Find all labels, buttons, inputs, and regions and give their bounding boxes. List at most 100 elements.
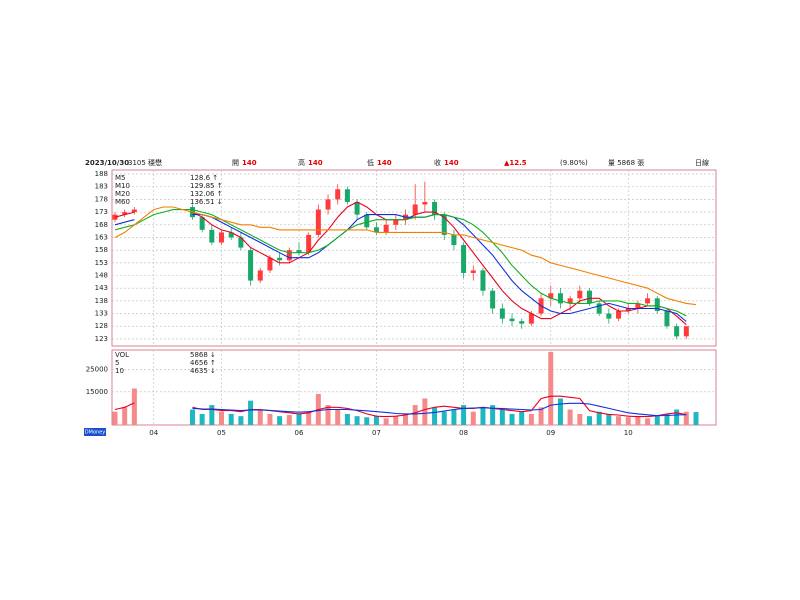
candle-body [654, 298, 660, 312]
candle-body [238, 237, 244, 248]
open: 140 [242, 159, 257, 167]
high-label: 高 [298, 158, 305, 167]
y-tick-label: 163 [95, 233, 108, 241]
x-tick-label: 06 [295, 429, 304, 437]
ma-line [114, 209, 687, 317]
y-tick-label: 138 [95, 297, 108, 305]
legend-value: 5868 ↓ [190, 351, 216, 359]
candle-body [422, 201, 428, 205]
y-tick-label: 178 [95, 195, 108, 203]
y-tick-label: 188 [95, 170, 108, 178]
volume-bar [248, 400, 254, 425]
header: 2023/10/30 3105 穩懋 開 140 高 140 低 140 收 1… [85, 158, 709, 167]
y-tick-label: 15000 [86, 388, 108, 396]
candle-body [441, 214, 447, 235]
candle-body [606, 313, 612, 319]
legend-name: 5 [115, 359, 119, 367]
volume-bar [499, 409, 505, 425]
x-tick-label: 04 [149, 429, 158, 437]
high: 140 [308, 159, 323, 167]
logo-box [84, 428, 106, 436]
volume-bar [412, 405, 418, 425]
candle-body [577, 290, 583, 299]
logo: DMoney [85, 430, 105, 436]
volume-bar [277, 416, 283, 425]
legend-name: M20 [115, 190, 130, 198]
legend-name: 10 [115, 367, 124, 375]
volume-bar [112, 411, 118, 425]
volume-bar [557, 398, 563, 425]
candle-body [635, 303, 641, 309]
legend-name: M5 [115, 174, 126, 182]
candle-body [131, 209, 137, 213]
candle-body [461, 245, 467, 273]
volume-bar [674, 409, 680, 425]
volume-bar [354, 416, 360, 425]
volume-bar [635, 416, 641, 425]
volume-bar [267, 413, 273, 425]
candle-body [674, 326, 680, 337]
y-tick-label: 183 [95, 183, 108, 191]
candle-body [567, 298, 573, 304]
low: 140 [377, 159, 392, 167]
candle-body [277, 257, 283, 261]
candle-body [557, 293, 563, 304]
volume-ma-line [192, 402, 687, 417]
candle-body [616, 311, 622, 319]
candle-body [490, 290, 496, 309]
candle-body [683, 326, 689, 337]
candle-body [451, 234, 457, 246]
low-label: 低 [367, 158, 374, 167]
candle-body [519, 321, 525, 324]
candle-body [596, 303, 602, 314]
candle-body [315, 209, 321, 235]
volume-bar [654, 416, 660, 425]
y-tick-label: 123 [95, 335, 108, 343]
volume-bar [296, 413, 302, 425]
legend-name: M10 [115, 182, 130, 190]
candle-body [122, 212, 128, 215]
volume-bar [567, 409, 573, 425]
legend-value: 4635 ↓ [190, 367, 216, 375]
volume-bar [257, 409, 263, 425]
candle-body [480, 270, 486, 291]
candle-body [296, 250, 302, 253]
candle-body [432, 201, 438, 215]
legend-name: VOL [115, 351, 129, 359]
volume-bar [586, 416, 592, 425]
volume-bar [538, 407, 544, 425]
volume-bar [509, 413, 515, 425]
y-tick-label: 173 [95, 208, 108, 216]
candle-body [412, 204, 418, 215]
x-tick-label: 08 [459, 429, 468, 437]
candle-body [364, 214, 370, 228]
x-tick-label: 09 [546, 429, 555, 437]
candle-body [645, 298, 651, 304]
volume-bar [422, 398, 428, 425]
volume-bar [122, 407, 128, 425]
volume-bar [344, 413, 350, 425]
volume-bar [364, 417, 370, 425]
volume-bar [577, 413, 583, 425]
legend-value: 129.85 ↑ [190, 182, 223, 190]
ma-line [114, 206, 697, 306]
candle-body [257, 270, 263, 281]
candle-body [625, 308, 631, 312]
candle-body [228, 232, 234, 238]
legend-value: 136.51 ↓ [190, 198, 223, 206]
candle-body [248, 250, 254, 281]
candle-body [586, 290, 592, 304]
legend-value: 128.6 ↑ [190, 174, 218, 182]
change-pct: (9.80%) [560, 159, 588, 167]
volume-bar [441, 411, 447, 425]
x-tick-label: 10 [624, 429, 633, 437]
volume-bar [625, 417, 631, 425]
y-tick-label: 133 [95, 310, 108, 318]
candle-body [306, 234, 312, 253]
y-tick-label: 25000 [86, 366, 108, 374]
period: 日線 [695, 158, 709, 167]
y-tick-label: 143 [95, 284, 108, 292]
x-tick-label: 07 [372, 429, 381, 437]
y-tick-label: 168 [95, 221, 108, 229]
